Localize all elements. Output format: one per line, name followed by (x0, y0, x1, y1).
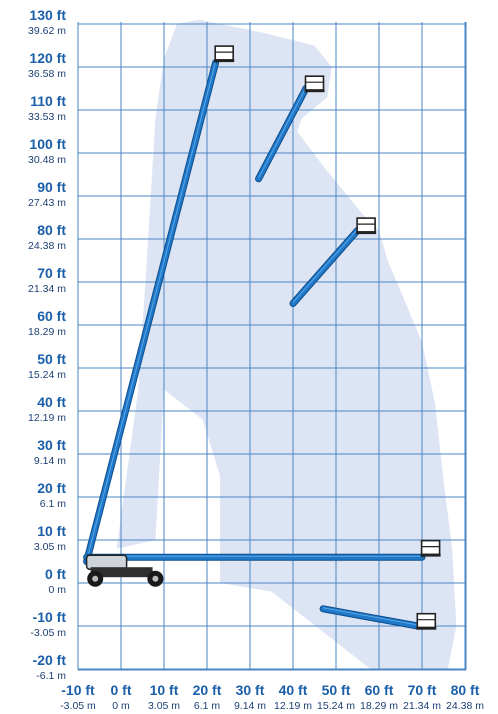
x-tick-label-m: 0 m (112, 700, 130, 712)
x-tick-label-ft: 20 ft (193, 682, 222, 698)
platform-horizontal-reach (420, 539, 441, 557)
x-tick-label-ft: 10 ft (150, 682, 179, 698)
y-tick-label-m: 15.24 m (28, 369, 66, 381)
grid-layer (77, 22, 467, 671)
platform-basket-frame (420, 539, 441, 556)
y-tick-label-ft: 100 ft (29, 136, 66, 152)
platform-basket-frame (304, 75, 325, 91)
platform-mid-rotated (356, 217, 377, 235)
platform-floor (304, 89, 325, 93)
platform-upper-rotated (304, 75, 325, 93)
y-tick-label-m: 24.38 m (28, 240, 66, 252)
y-tick-label-ft: 50 ft (37, 351, 66, 367)
wheel-hub (152, 575, 159, 582)
x-tick-label-m: 18.29 m (360, 700, 398, 712)
y-tick-label-m: 21.34 m (28, 283, 66, 295)
y-tick-label-m: 18.29 m (28, 326, 66, 338)
x-tick-label-m: 24.38 m (446, 700, 484, 712)
y-tick-label-ft: 10 ft (37, 523, 66, 539)
y-tick-label-ft: 70 ft (37, 265, 66, 281)
x-tick-label-m: 15.24 m (317, 700, 355, 712)
platform-basket-frame (356, 217, 376, 233)
y-tick-label-m: -6.1 m (36, 670, 66, 682)
y-axis-labels: 130 ft 39.62 m 120 ft 36.58 m 110 ft 33.53 m 1… (28, 7, 66, 682)
boom-highlight (258, 87, 307, 179)
platform-basket-frame (214, 45, 234, 61)
y-tick-label-ft: 80 ft (37, 222, 66, 238)
boom-highlight (86, 61, 217, 561)
boom-arm (290, 227, 360, 306)
x-tick-label-ft: 0 ft (111, 682, 132, 698)
platform-floor (214, 59, 235, 63)
x-tick-label-ft: 60 ft (365, 682, 394, 698)
platform-basket-frame (416, 612, 437, 629)
y-tick-label-m: 36.58 m (28, 68, 66, 80)
x-tick-label-ft: 80 ft (451, 682, 480, 698)
boom-below-grade (319, 605, 437, 630)
x-tick-label-m: -3.05 m (60, 700, 96, 712)
boom-arm (320, 606, 421, 629)
boom-upper-rotated (255, 75, 325, 183)
y-tick-label-m: 9.14 m (34, 455, 66, 467)
y-tick-label-ft: 60 ft (37, 308, 66, 324)
platform-max-height (214, 45, 235, 63)
x-tick-label-m: 6.1 m (194, 700, 221, 712)
boom-highlight (292, 229, 358, 303)
y-tick-label-ft: 30 ft (37, 437, 66, 453)
platform-below-grade (416, 612, 437, 630)
working-envelope (116, 19, 457, 669)
y-tick-label-ft: 130 ft (29, 7, 66, 23)
x-tick-label-m: 9.14 m (234, 700, 266, 712)
platform-floor (356, 231, 377, 235)
wheel-hub (92, 575, 99, 582)
y-tick-label-ft: 20 ft (37, 480, 66, 496)
x-tick-label-m: 12.19 m (274, 700, 312, 712)
y-tick-label-m: 0 m (48, 584, 66, 596)
x-tick-label-m: 3.05 m (148, 700, 180, 712)
turntable (85, 554, 128, 570)
working-envelope-layer (116, 19, 457, 669)
y-tick-label-m: 27.43 m (28, 197, 66, 209)
y-tick-label-ft: -10 ft (33, 609, 67, 625)
boom-horizontal-reach (83, 539, 441, 561)
y-tick-label-m: 6.1 m (40, 498, 67, 510)
y-tick-label-m: 33.53 m (28, 111, 66, 123)
y-tick-label-ft: 110 ft (30, 93, 66, 109)
platform-floor (420, 553, 441, 557)
y-tick-label-m: 3.05 m (34, 541, 66, 553)
y-tick-label-ft: 0 ft (45, 566, 66, 582)
x-tick-label-ft: 50 ft (322, 682, 351, 698)
x-tick-label-ft: -10 ft (61, 682, 95, 698)
boom-positions-layer (83, 45, 441, 630)
y-tick-label-ft: 90 ft (37, 179, 66, 195)
y-tick-label-ft: -20 ft (33, 652, 67, 668)
y-tick-label-m: -3.05 m (30, 627, 66, 639)
y-tick-label-m: 39.62 m (28, 25, 66, 37)
y-tick-label-ft: 40 ft (37, 394, 66, 410)
x-tick-label-ft: 70 ft (408, 682, 437, 698)
boom-highlight (323, 607, 418, 626)
y-tick-label-m: 30.48 m (28, 154, 66, 166)
machine-chassis (85, 554, 164, 587)
y-tick-label-m: 12.19 m (28, 412, 66, 424)
x-tick-label-ft: 30 ft (236, 682, 265, 698)
x-tick-label-m: 21.34 m (403, 700, 441, 712)
platform-floor (416, 626, 437, 630)
boom-mid-rotated (289, 217, 377, 307)
chassis-frame (90, 567, 153, 578)
boom-max-height (83, 45, 235, 565)
x-tick-label-ft: 40 ft (279, 682, 308, 698)
x-axis-labels: -10 ft -3.05 m 0 ft 0 m 10 ft 3.05 m 20 ft 6.1 … (60, 682, 484, 712)
y-tick-label-ft: 120 ft (29, 50, 66, 66)
